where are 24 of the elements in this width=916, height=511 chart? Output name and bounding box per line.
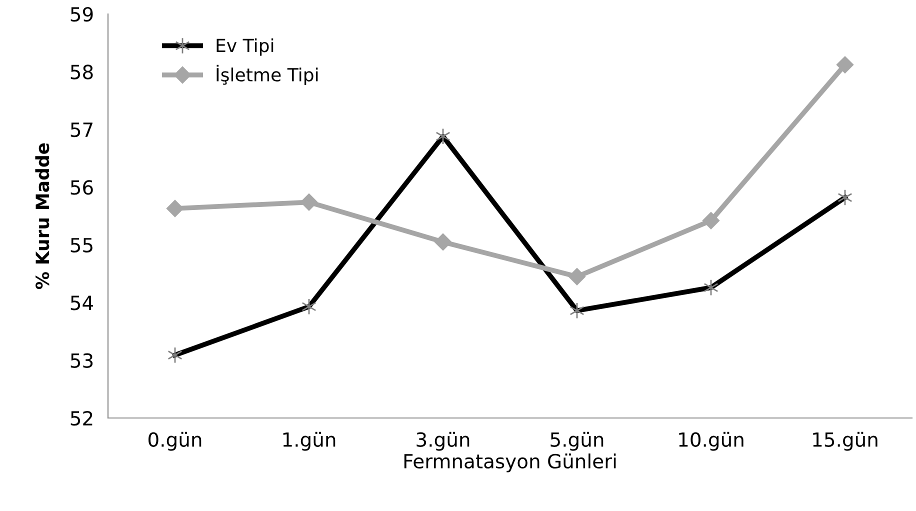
- y-tick-label: 58: [70, 64, 93, 80]
- point: [434, 233, 452, 251]
- x-tick-label: 3.gün: [416, 432, 470, 451]
- point: [300, 194, 318, 211]
- y-axis-title: % Kuru Madde: [35, 143, 50, 290]
- y-tick-label: 54: [70, 296, 94, 310]
- point: [836, 56, 854, 74]
- point: [702, 212, 720, 230]
- legend-label: Ev Tipi: [216, 38, 274, 56]
- y-tick-label: 57: [70, 122, 92, 138]
- y-tick-label: 52: [70, 410, 92, 426]
- x-tick-label: 0.gün: [148, 432, 202, 451]
- x-axis-title: Fermnatasyon Günleri: [404, 453, 616, 472]
- x-tick-label: 1.gün: [283, 432, 336, 451]
- x-tick-label: 5.gün: [550, 432, 604, 451]
- legend-label: İşletme Tipi: [216, 64, 318, 86]
- y-tick-label: 59: [70, 6, 93, 22]
- y-tick-label: 56: [70, 180, 93, 195]
- y-tick-label: 53: [70, 353, 93, 368]
- x-tick-label: 10.gün: [679, 432, 744, 451]
- point: [568, 268, 586, 286]
- y-tick-label: 55: [70, 238, 92, 253]
- point: [166, 200, 184, 218]
- x-tick-label: 15.gün: [813, 432, 878, 451]
